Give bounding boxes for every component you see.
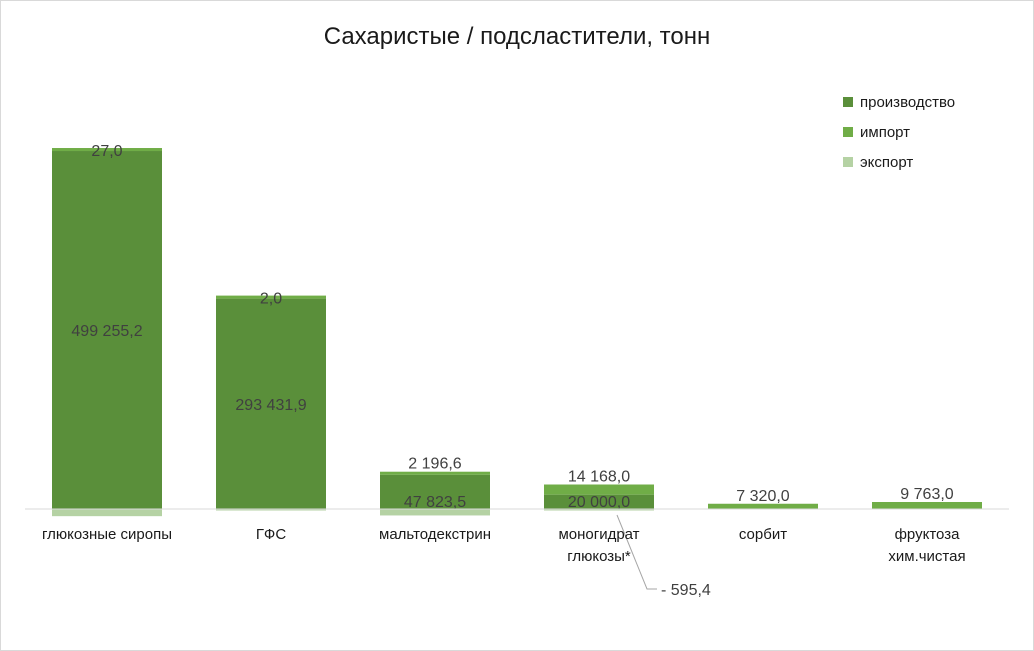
bar-production-3 <box>544 494 654 509</box>
data-label-import-1: 2,0 <box>260 291 282 308</box>
bar-import-2 <box>380 471 490 475</box>
category-label-5-0: фруктоза <box>895 526 960 543</box>
legend-label-production: производство <box>860 93 956 111</box>
category-label-3-0: моногидрат <box>558 526 639 543</box>
data-label-import-4: 7 320,0 <box>736 488 789 505</box>
legend-label-export: экспорт <box>860 153 914 171</box>
bar-import-3 <box>544 484 654 495</box>
bar-export-2 <box>380 509 490 516</box>
bar-export-0 <box>52 509 162 517</box>
bar-production-2 <box>380 474 490 509</box>
legend: производство импорт экспорт <box>843 87 955 177</box>
category-label-1-0: ГФС <box>256 526 287 543</box>
leader-line-export-3 <box>616 514 657 590</box>
data-label-import-3: 14 168,0 <box>568 469 630 486</box>
data-label-import-0: 27,0 <box>91 143 122 160</box>
bar-export-3 <box>544 509 654 511</box>
data-label-production-3: 20 000,0 <box>568 494 630 511</box>
bar-export-1 <box>216 509 326 511</box>
legend-item-production: производство <box>843 87 955 117</box>
data-label-production-2: 47 823,5 <box>404 494 466 511</box>
legend-item-export: экспорт <box>843 147 955 177</box>
category-label-0-0: глюкозные сиропы <box>42 526 172 543</box>
bar-import-1 <box>216 295 326 299</box>
bar-import-4 <box>708 503 818 509</box>
legend-label-import: импорт <box>860 123 911 141</box>
category-label-2-0: мальтодекстрин <box>379 526 491 543</box>
chart-title: Сахаристые / подсластители, тонн <box>323 23 711 50</box>
data-label-export-3: - 595,4 <box>661 582 711 599</box>
category-label-3-1: глюкозы* <box>567 548 631 565</box>
data-label-import-2: 2 196,6 <box>408 456 461 473</box>
legend-item-import: импорт <box>843 117 955 147</box>
category-label-4-0: сорбит <box>739 526 787 543</box>
data-label-production-1: 293 431,9 <box>235 397 306 414</box>
bar-production-0 <box>52 151 162 510</box>
legend-swatch-import <box>843 127 853 137</box>
data-label-production-0: 499 255,2 <box>71 323 142 340</box>
bar-import-0 <box>52 148 162 152</box>
bar-import-5 <box>872 501 982 509</box>
category-label-5-1: хим.чистая <box>888 548 965 565</box>
data-label-import-5: 9 763,0 <box>900 486 953 503</box>
bar-production-1 <box>216 298 326 509</box>
legend-swatch-production <box>843 97 853 107</box>
legend-swatch-export <box>843 157 853 167</box>
